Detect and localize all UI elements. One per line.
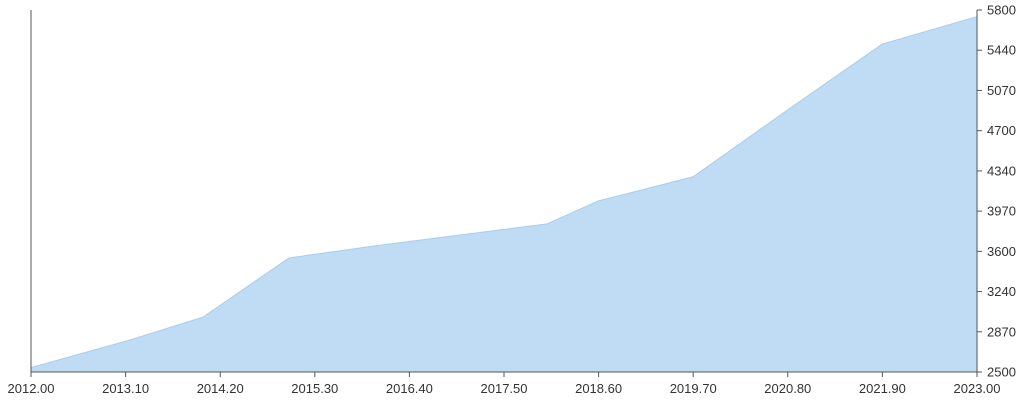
x-tick-label: 2014.20 bbox=[197, 381, 244, 396]
area-fill bbox=[31, 16, 977, 373]
y-tick-label: 3970 bbox=[987, 204, 1016, 219]
area-line bbox=[30, 16, 978, 369]
x-tick-label: 2013.10 bbox=[102, 381, 149, 396]
x-tick-label: 2018.60 bbox=[575, 381, 622, 396]
x-tick-label: 2016.40 bbox=[386, 381, 433, 396]
axes: 2012.00 2013.10 2014.20 2015.30 2016.40 2017.… bbox=[8, 3, 1016, 397]
y-tick-label: 5440 bbox=[987, 43, 1016, 58]
plot-area bbox=[30, 16, 978, 373]
x-tick-label: 2020.80 bbox=[764, 381, 811, 396]
x-tick-label: 2023.00 bbox=[954, 381, 1001, 396]
x-tick-label: 2021.90 bbox=[859, 381, 906, 396]
x-tick-label: 2015.30 bbox=[291, 381, 338, 396]
y-tick-label: 2870 bbox=[987, 324, 1016, 339]
x-tick-label: 2017.50 bbox=[481, 381, 528, 396]
x-tick-label: 2012.00 bbox=[8, 381, 55, 396]
y-tick-label: 3600 bbox=[987, 244, 1016, 259]
x-tick-label: 2019.70 bbox=[670, 381, 717, 396]
y-tick-label: 4340 bbox=[987, 163, 1016, 178]
y-tick-label: 2500 bbox=[987, 365, 1016, 380]
y-tick-label: 5070 bbox=[987, 83, 1016, 98]
y-tick-label: 5800 bbox=[987, 3, 1016, 18]
y-tick-label: 4700 bbox=[987, 123, 1016, 138]
y-tick-label: 3240 bbox=[987, 284, 1016, 299]
